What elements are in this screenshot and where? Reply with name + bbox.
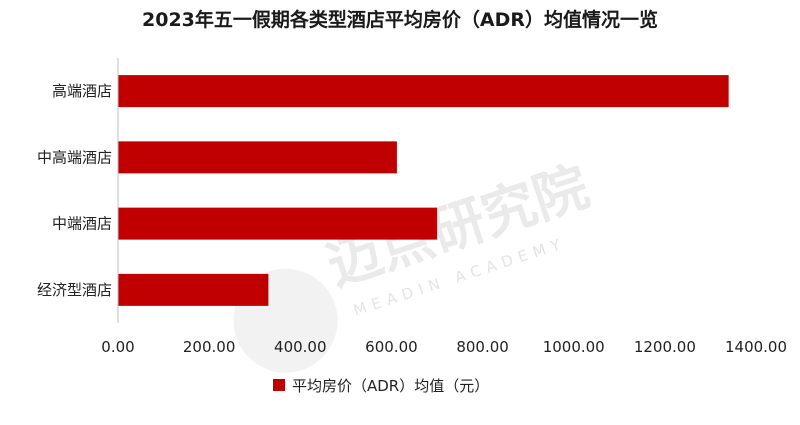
bars-group <box>118 75 729 306</box>
category-label: 中端酒店 <box>52 215 112 233</box>
bar-2 <box>118 141 397 174</box>
bar-4 <box>118 273 269 306</box>
legend: 平均房价（ADR）均值（元） <box>273 377 489 395</box>
category-label: 经济型酒店 <box>37 281 112 299</box>
chart-title: 2023年五一假期各类型酒店平均房价（ADR）均值情况一览 <box>142 8 658 31</box>
x-tick-label: 600.00 <box>365 338 418 356</box>
x-tick-label: 1200.00 <box>634 338 696 356</box>
x-tick-label: 800.00 <box>456 338 509 356</box>
bar-1 <box>118 75 729 108</box>
x-tick-label: 1000.00 <box>543 338 605 356</box>
x-axis-ticks: 0.00 200.00 400.00 600.00 800.00 1000.00 1200.… <box>101 338 787 356</box>
legend-label: 平均房价（ADR）均值（元） <box>292 377 489 395</box>
category-label: 高端酒店 <box>52 82 112 100</box>
x-tick-label: 200.00 <box>183 338 236 356</box>
x-tick-label: 1400.00 <box>725 338 787 356</box>
x-tick-label: 400.00 <box>274 338 327 356</box>
legend-swatch <box>273 379 285 391</box>
category-label: 中高端酒店 <box>37 148 112 166</box>
x-tick-label: 0.00 <box>101 338 134 356</box>
bar-3 <box>118 207 437 240</box>
